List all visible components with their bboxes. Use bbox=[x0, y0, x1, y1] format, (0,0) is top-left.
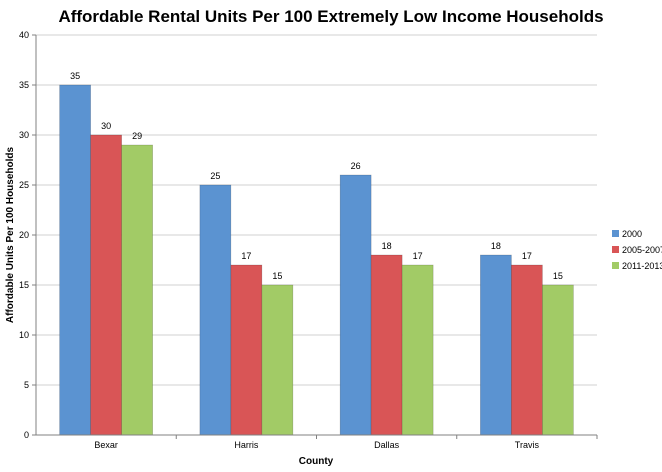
legend-label-2000: 2000 bbox=[622, 229, 642, 239]
legend-swatch-2011-2013 bbox=[612, 262, 619, 269]
legend-swatch-2000 bbox=[612, 230, 619, 237]
data-label-travis-2000: 18 bbox=[491, 241, 501, 251]
bar-bexar-2011-2013 bbox=[121, 144, 153, 436]
bar-bexar-2000 bbox=[59, 84, 91, 436]
bar-dallas-2011-2013 bbox=[401, 264, 434, 436]
legend-label-2011-2013: 2011-2013 bbox=[622, 261, 662, 271]
x-axis-title: County bbox=[299, 456, 334, 467]
y-tick-label-0: 0 bbox=[24, 430, 29, 440]
bar-dallas-2005-2007 bbox=[370, 254, 403, 436]
legend-swatch-2005-2007 bbox=[612, 246, 619, 253]
data-label-travis-2005-2007: 17 bbox=[522, 251, 532, 261]
y-axis-title: Affordable Units Per 100 Households bbox=[5, 146, 16, 323]
data-label-travis-2011-2013: 15 bbox=[553, 271, 563, 281]
data-label-harris-2005-2007: 17 bbox=[241, 251, 251, 261]
y-tick-label-5: 5 bbox=[24, 380, 29, 390]
x-tick-label-harris: Harris bbox=[234, 440, 258, 450]
data-label-harris-2011-2013: 15 bbox=[272, 271, 282, 281]
y-tick-label-30: 30 bbox=[19, 130, 29, 140]
y-tick-label-25: 25 bbox=[19, 180, 29, 190]
bar-travis-2000 bbox=[480, 254, 512, 436]
data-label-bexar-2000: 35 bbox=[70, 71, 80, 81]
bar-harris-2005-2007 bbox=[230, 264, 263, 436]
data-labels: 35 30 29 25 17 15 26 18 17 18 17 15 bbox=[70, 71, 563, 281]
x-axis-ticks: Bexar Harris Dallas Travis bbox=[94, 435, 598, 450]
data-label-dallas-2005-2007: 18 bbox=[382, 241, 392, 251]
bars bbox=[59, 84, 574, 436]
x-tick-label-bexar: Bexar bbox=[94, 440, 118, 450]
data-label-harris-2000: 25 bbox=[210, 171, 220, 181]
chart-title: Affordable Rental Units Per 100 Extremel… bbox=[58, 7, 603, 26]
bar-harris-2011-2013 bbox=[261, 284, 294, 436]
x-tick-label-travis: Travis bbox=[515, 440, 540, 450]
bar-harris-2000 bbox=[199, 184, 232, 436]
bar-travis-2011-2013 bbox=[542, 284, 574, 436]
bar-travis-2005-2007 bbox=[511, 264, 543, 436]
y-tick-label-35: 35 bbox=[19, 80, 29, 90]
x-tick-label-dallas: Dallas bbox=[374, 440, 400, 450]
y-tick-label-15: 15 bbox=[19, 280, 29, 290]
data-label-bexar-2011-2013: 29 bbox=[132, 131, 142, 141]
legend: 2000 2005-2007 2011-2013 bbox=[612, 229, 662, 271]
bar-bexar-2005-2007 bbox=[90, 134, 122, 436]
legend-label-2005-2007: 2005-2007 bbox=[622, 245, 662, 255]
y-tick-label-20: 20 bbox=[19, 230, 29, 240]
data-label-dallas-2011-2013: 17 bbox=[413, 251, 423, 261]
y-tick-label-10: 10 bbox=[19, 330, 29, 340]
data-label-dallas-2000: 26 bbox=[351, 161, 361, 171]
bar-dallas-2000 bbox=[339, 174, 372, 436]
y-axis-ticks: 0 5 10 15 20 25 30 35 40 bbox=[19, 30, 36, 440]
y-tick-label-40: 40 bbox=[19, 30, 29, 40]
data-label-bexar-2005-2007: 30 bbox=[101, 121, 111, 131]
